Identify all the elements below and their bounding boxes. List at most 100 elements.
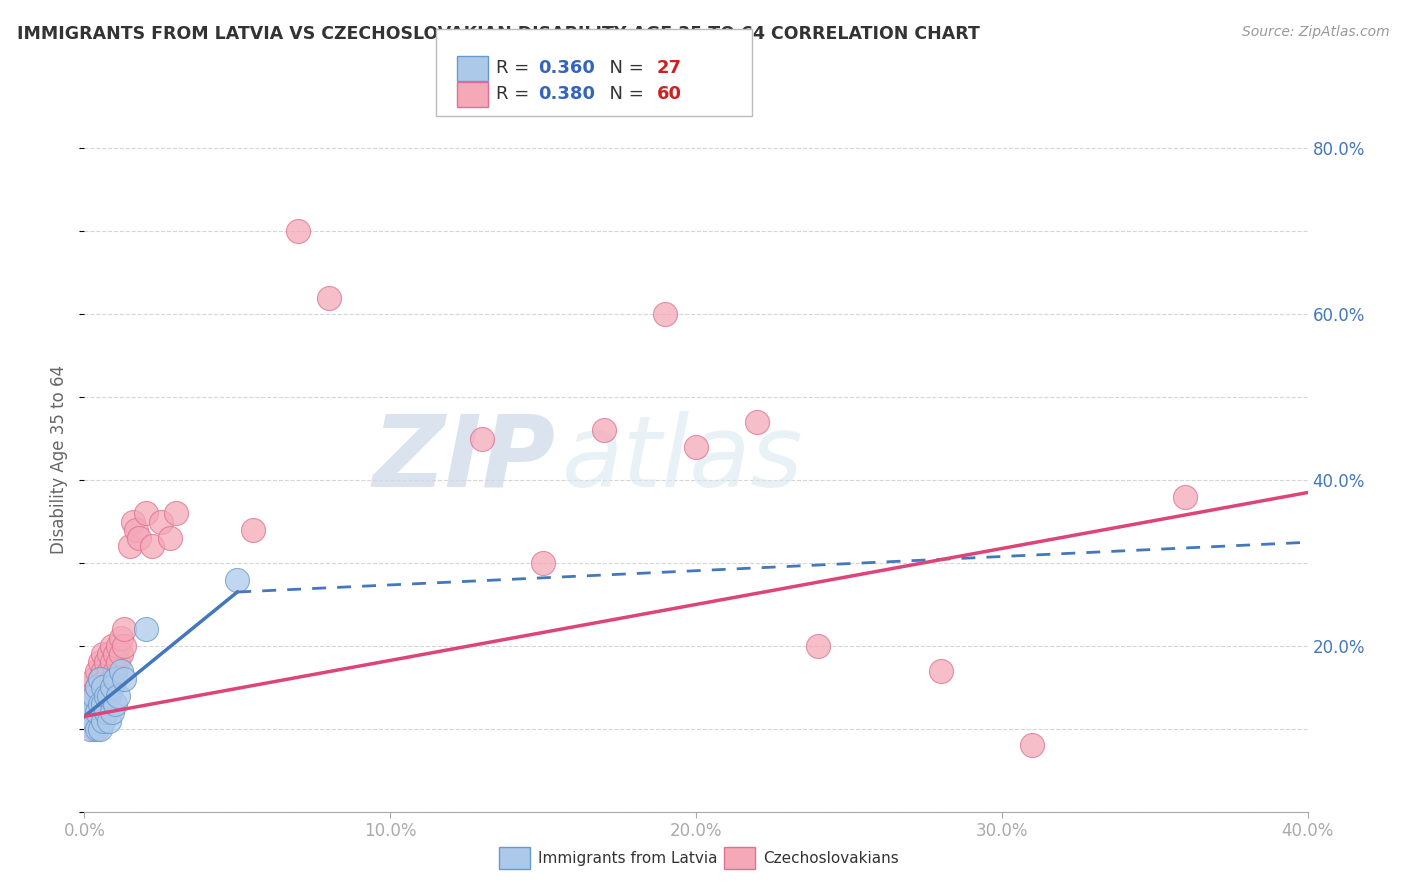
Point <box>86 705 108 719</box>
Point <box>97 647 120 661</box>
Text: R =: R = <box>496 86 536 103</box>
Point <box>128 531 150 545</box>
Point <box>79 697 101 711</box>
Y-axis label: Disability Age 35 to 64: Disability Age 35 to 64 <box>51 365 69 554</box>
Point <box>91 647 114 661</box>
Text: Czechoslovakians: Czechoslovakians <box>763 851 900 865</box>
Point <box>104 697 127 711</box>
Point <box>94 689 117 703</box>
Point <box>94 689 117 703</box>
Point <box>112 672 135 686</box>
Point <box>76 689 98 703</box>
Point <box>91 697 114 711</box>
Point <box>110 631 132 645</box>
Point <box>76 705 98 719</box>
Text: 0.360: 0.360 <box>538 60 595 78</box>
Point <box>110 664 132 678</box>
Point <box>97 714 120 728</box>
Text: N =: N = <box>598 86 650 103</box>
Point <box>101 656 124 670</box>
Point <box>101 681 124 695</box>
Point <box>120 540 142 554</box>
Point <box>135 623 157 637</box>
Point <box>97 664 120 678</box>
Point <box>86 664 108 678</box>
Point <box>159 531 181 545</box>
Point <box>685 440 707 454</box>
Point <box>91 681 114 695</box>
Point <box>86 714 108 728</box>
Point <box>79 722 101 736</box>
Point <box>89 672 111 686</box>
Point <box>110 647 132 661</box>
Point <box>101 672 124 686</box>
Point <box>83 689 105 703</box>
Point <box>1174 490 1197 504</box>
Point <box>287 224 309 238</box>
Point <box>112 623 135 637</box>
Point <box>89 705 111 719</box>
Point <box>83 672 105 686</box>
Point <box>76 705 98 719</box>
Point <box>112 639 135 653</box>
Point <box>79 697 101 711</box>
Point <box>91 714 114 728</box>
Point <box>91 697 114 711</box>
Point <box>89 656 111 670</box>
Point <box>83 714 105 728</box>
Point <box>1021 739 1043 753</box>
Point <box>318 291 340 305</box>
Point <box>94 656 117 670</box>
Point <box>89 689 111 703</box>
Point <box>94 672 117 686</box>
Point <box>226 573 249 587</box>
Text: Immigrants from Latvia: Immigrants from Latvia <box>538 851 718 865</box>
Point <box>135 506 157 520</box>
Point <box>79 681 101 695</box>
Point <box>86 681 108 695</box>
Text: IMMIGRANTS FROM LATVIA VS CZECHOSLOVAKIAN DISABILITY AGE 35 TO 64 CORRELATION CH: IMMIGRANTS FROM LATVIA VS CZECHOSLOVAKIA… <box>17 25 980 43</box>
Point <box>91 664 114 678</box>
Text: 60: 60 <box>657 86 682 103</box>
Point <box>242 523 264 537</box>
Text: atlas: atlas <box>561 411 803 508</box>
Point <box>104 647 127 661</box>
Point <box>97 681 120 695</box>
Point <box>149 515 172 529</box>
Point <box>141 540 163 554</box>
Text: N =: N = <box>598 60 650 78</box>
Point <box>86 697 108 711</box>
Point <box>101 705 124 719</box>
Point <box>107 639 129 653</box>
Point <box>471 432 494 446</box>
Point <box>89 672 111 686</box>
Point <box>104 672 127 686</box>
Point <box>125 523 148 537</box>
Point <box>747 415 769 429</box>
Point <box>531 556 554 570</box>
Point <box>107 656 129 670</box>
Point <box>654 307 676 321</box>
Point <box>86 722 108 736</box>
Text: ZIP: ZIP <box>373 411 555 508</box>
Point <box>89 722 111 736</box>
Text: 0.380: 0.380 <box>538 86 596 103</box>
Point <box>807 639 830 653</box>
Point <box>94 705 117 719</box>
Text: Source: ZipAtlas.com: Source: ZipAtlas.com <box>1241 25 1389 39</box>
Point <box>929 664 952 678</box>
Point <box>83 722 105 736</box>
Point <box>107 689 129 703</box>
Point <box>101 639 124 653</box>
Point <box>86 681 108 695</box>
Point <box>89 697 111 711</box>
Text: 27: 27 <box>657 60 682 78</box>
Text: R =: R = <box>496 60 536 78</box>
Point <box>97 689 120 703</box>
Point <box>593 423 616 437</box>
Point <box>165 506 187 520</box>
Point <box>104 664 127 678</box>
Point <box>91 681 114 695</box>
Point <box>83 689 105 703</box>
Point <box>79 714 101 728</box>
